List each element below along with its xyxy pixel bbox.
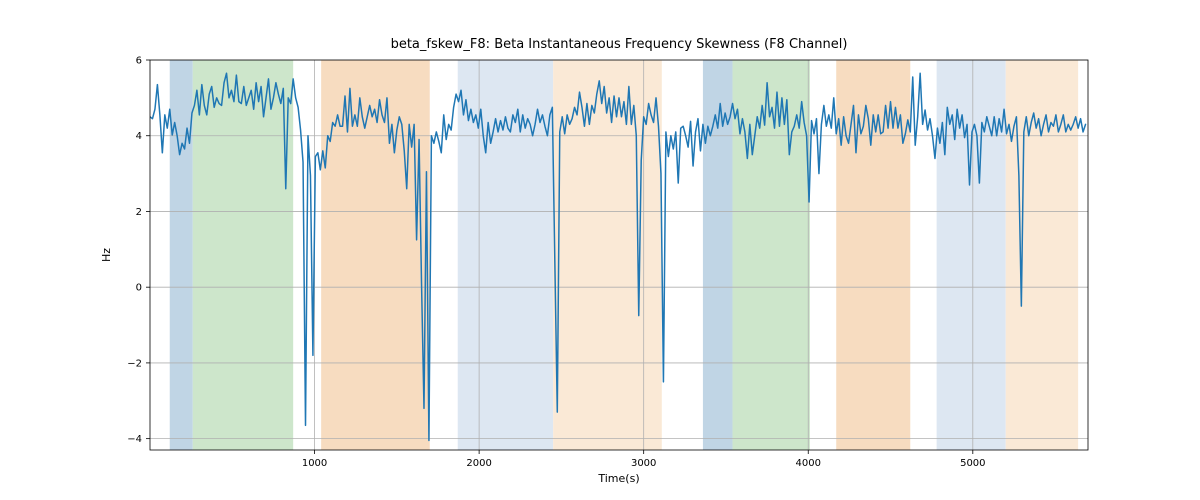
y-tick-label: −4 (127, 434, 142, 445)
y-tick-label: 6 (136, 56, 142, 67)
y-tick-label: −2 (127, 358, 142, 369)
chart-title: beta_fskew_F8: Beta Instantaneous Freque… (391, 37, 848, 52)
highlight-span-4 (553, 60, 662, 450)
y-tick-label: 4 (136, 131, 142, 142)
highlight-span-0 (170, 60, 193, 450)
y-axis-label: Hz (100, 248, 113, 262)
line-chart: 1000 2000 3000 4000 5000 −4 −2 0 2 4 6 Time(s) Hz bet… (0, 0, 1200, 500)
x-tick-label: 4000 (796, 458, 821, 469)
x-tick-label: 1000 (302, 458, 327, 469)
x-tick-label: 2000 (466, 458, 491, 469)
highlight-span-5 (703, 60, 733, 450)
y-tick-label: 2 (136, 207, 142, 218)
x-axis-label: Time(s) (597, 472, 639, 485)
x-tick-label: 5000 (960, 458, 985, 469)
plot-area (150, 60, 1088, 450)
x-tick-label: 3000 (631, 458, 656, 469)
y-tick-label: 0 (136, 283, 142, 294)
highlight-span-1 (193, 60, 293, 450)
chart-container: 1000 2000 3000 4000 5000 −4 −2 0 2 4 6 Time(s) Hz bet… (0, 0, 1200, 500)
highlight-span-6 (733, 60, 810, 450)
